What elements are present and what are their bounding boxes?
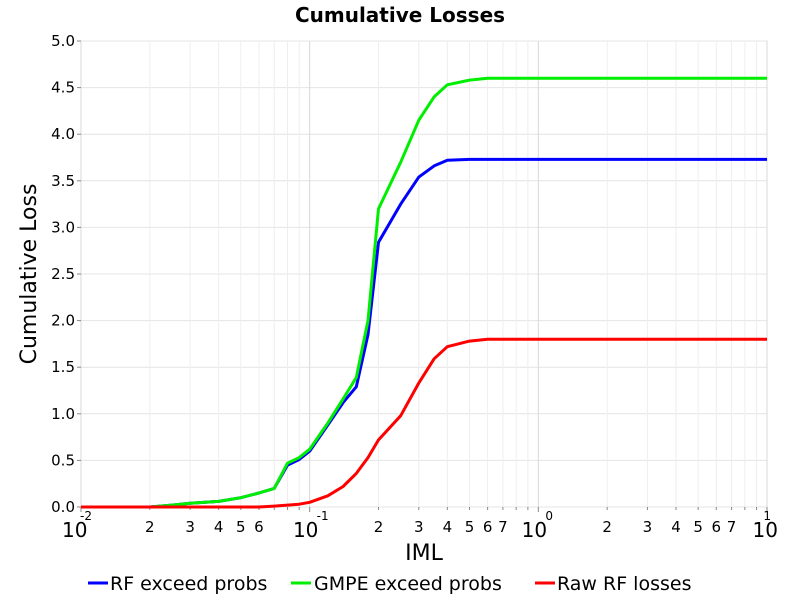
x-major-tick-exponent: -2 — [80, 509, 92, 523]
series-lines — [81, 76, 767, 509]
x-minor-tick-label: 6 — [711, 518, 721, 536]
y-tick-label: 3.5 — [51, 172, 75, 190]
x-minor-tick-label: 6 — [254, 518, 264, 536]
x-axis-label: IML — [405, 541, 443, 566]
legend: RF exceed probs GMPE exceed probs Raw RF l… — [88, 573, 691, 595]
y-tick-label: 4.0 — [51, 125, 75, 143]
x-minor-tick-label: 5 — [465, 518, 475, 536]
x-minor-tick-label: 7 — [727, 518, 737, 536]
y-tick-label: 5.0 — [51, 32, 75, 50]
x-major-tick-base: 10 — [753, 518, 778, 542]
x-minor-tick-label: 5 — [693, 518, 703, 536]
y-tick-label: 2.0 — [51, 312, 75, 330]
x-major-tick-exponent: 0 — [545, 509, 553, 523]
x-major-tick-base: 10 — [62, 518, 87, 542]
series-line-raw-rf-losses — [81, 337, 767, 509]
x-minor-tick-label: 4 — [671, 518, 681, 536]
x-major-tick-base: 10 — [293, 518, 318, 542]
y-tick-label: 0.0 — [51, 498, 75, 516]
legend-label: RF exceed probs — [110, 573, 267, 595]
y-axis-label: Cumulative Loss — [17, 184, 42, 365]
x-minor-tick-label: 3 — [643, 518, 653, 536]
x-minor-tick-label: 2 — [374, 518, 384, 536]
y-tick-label: 0.5 — [51, 451, 75, 469]
y-tick-label: 2.5 — [51, 265, 75, 283]
x-minor-tick-label: 3 — [414, 518, 424, 536]
legend-label: GMPE exceed probs — [314, 573, 502, 595]
x-minor-tick-label: 3 — [185, 518, 195, 536]
y-axis-ticks: 0.0 0.5 1.0 1.5 2.0 2.5 3.0 3.5 4.0 4.5 5.0 — [51, 32, 81, 516]
x-minor-tick-label: 4 — [214, 518, 224, 536]
y-tick-label: 4.5 — [51, 79, 75, 97]
x-minor-tick-label: 6 — [483, 518, 493, 536]
y-tick-label: 3.0 — [51, 218, 75, 236]
x-minor-tick-label: 5 — [236, 518, 246, 536]
x-minor-tick-label: 2 — [602, 518, 612, 536]
chart-title: Cumulative Losses — [295, 3, 505, 27]
x-minor-tick-label: 4 — [443, 518, 453, 536]
x-major-tick-exponent: 1 — [763, 509, 771, 523]
legend-label: Raw RF losses — [557, 573, 691, 595]
x-major-tick-base: 10 — [522, 518, 547, 542]
y-tick-label: 1.5 — [51, 358, 75, 376]
x-minor-tick-label: 7 — [498, 518, 508, 536]
series-line-gmpe-exceed-probs — [81, 76, 767, 509]
y-tick-label: 1.0 — [51, 405, 75, 423]
x-minor-tick-label: 2 — [145, 518, 155, 536]
x-major-tick-exponent: -1 — [317, 509, 329, 523]
